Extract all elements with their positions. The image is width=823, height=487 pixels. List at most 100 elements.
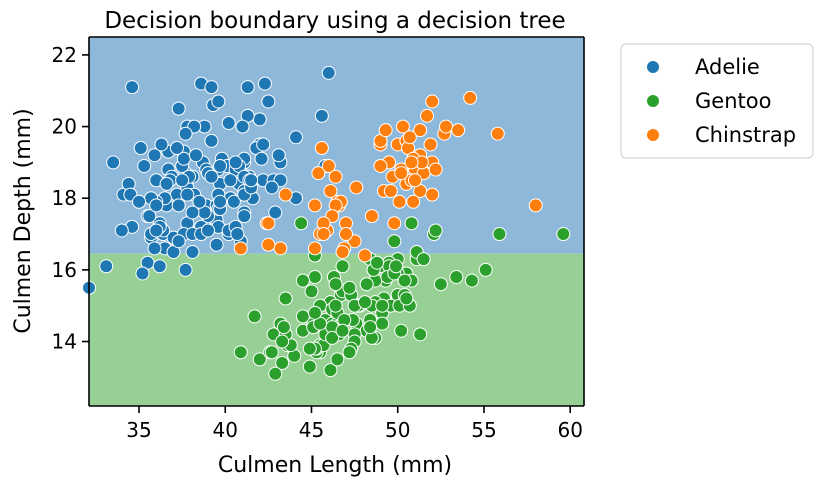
point-adelie (147, 241, 162, 256)
point-chinstrap (273, 241, 288, 256)
point-adelie (240, 80, 255, 95)
point-adelie (271, 148, 286, 163)
point-gentoo (413, 327, 428, 342)
point-adelie (175, 173, 190, 188)
point-gentoo (389, 259, 404, 274)
point-adelie (213, 158, 228, 173)
point-chinstrap (406, 194, 421, 209)
point-gentoo (328, 298, 343, 313)
point-adelie (228, 155, 243, 170)
point-gentoo (449, 270, 464, 285)
point-adelie (99, 259, 114, 274)
x-tick-label: 60 (557, 418, 582, 442)
point-adelie (252, 112, 267, 127)
point-chinstrap (323, 184, 338, 199)
point-gentoo (295, 309, 310, 324)
point-chinstrap (451, 123, 466, 138)
point-gentoo (264, 345, 279, 360)
point-gentoo (295, 273, 310, 288)
point-chinstrap (261, 237, 276, 252)
point-adelie (180, 187, 195, 202)
point-adelie (142, 209, 157, 224)
point-chinstrap (392, 194, 407, 209)
point-gentoo (375, 316, 390, 331)
point-adelie (257, 76, 272, 91)
x-tick-label: 35 (126, 418, 151, 442)
point-adelie (133, 141, 148, 156)
point-chinstrap (378, 123, 393, 138)
point-gentoo (323, 363, 338, 378)
point-adelie (169, 141, 184, 156)
point-adelie (237, 209, 252, 224)
point-chinstrap (425, 187, 440, 202)
point-adelie (106, 155, 121, 170)
legend-marker-gentoo (646, 94, 660, 108)
point-adelie (147, 148, 162, 163)
point-gentoo (275, 356, 290, 371)
point-gentoo (342, 345, 357, 360)
point-adelie (288, 130, 303, 145)
point-adelie (152, 259, 167, 274)
point-adelie (185, 244, 200, 259)
point-adelie (314, 108, 329, 123)
point-gentoo (276, 320, 291, 335)
point-adelie (192, 194, 207, 209)
point-gentoo (307, 270, 322, 285)
legend-label-chinstrap: Chinstrap (695, 123, 796, 147)
point-gentoo (304, 284, 319, 299)
point-gentoo (302, 359, 317, 374)
point-gentoo (404, 216, 419, 231)
point-adelie (268, 205, 283, 220)
legend-marker-chinstrap (646, 128, 660, 142)
point-adelie (321, 65, 336, 80)
point-chinstrap (311, 166, 326, 181)
point-adelie (204, 133, 219, 148)
point-chinstrap (364, 209, 379, 224)
point-gentoo (387, 234, 402, 249)
point-gentoo (394, 323, 409, 338)
point-chinstrap (407, 173, 422, 188)
point-gentoo (428, 223, 443, 238)
point-chinstrap (278, 187, 293, 202)
point-gentoo (363, 320, 378, 335)
point-adelie (171, 198, 186, 213)
point-gentoo (492, 227, 507, 242)
point-adelie (154, 137, 169, 152)
point-chinstrap (428, 162, 443, 177)
point-adelie (178, 126, 193, 141)
point-adelie (149, 223, 164, 238)
point-gentoo (416, 252, 431, 267)
point-adelie (125, 80, 140, 95)
point-chinstrap (349, 180, 364, 195)
point-adelie (178, 262, 193, 277)
point-adelie (211, 94, 226, 109)
point-chinstrap (528, 198, 543, 213)
point-gentoo (335, 323, 350, 338)
legend-box (620, 43, 814, 159)
y-tick-label: 20 (52, 115, 77, 139)
y-tick-label: 18 (52, 186, 77, 210)
point-gentoo (275, 334, 290, 349)
point-chinstrap (395, 119, 410, 134)
point-gentoo (433, 277, 448, 292)
point-adelie (261, 94, 276, 109)
legend-marker-adelie (646, 60, 660, 74)
x-tick-label: 50 (385, 418, 410, 442)
point-adelie (235, 119, 250, 134)
point-adelie (114, 223, 129, 238)
point-adelie (171, 101, 186, 116)
point-adelie (204, 80, 219, 95)
point-gentoo (278, 291, 293, 306)
point-adelie (264, 180, 279, 195)
y-tick-label: 16 (52, 258, 77, 282)
point-gentoo (342, 280, 357, 295)
y-tick-label: 14 (52, 330, 77, 354)
point-gentoo (399, 291, 414, 306)
point-adelie (149, 198, 164, 213)
point-gentoo (328, 277, 343, 292)
point-chinstrap (463, 90, 478, 105)
point-gentoo (233, 345, 248, 360)
point-gentoo (247, 309, 262, 324)
point-adelie (132, 194, 147, 209)
